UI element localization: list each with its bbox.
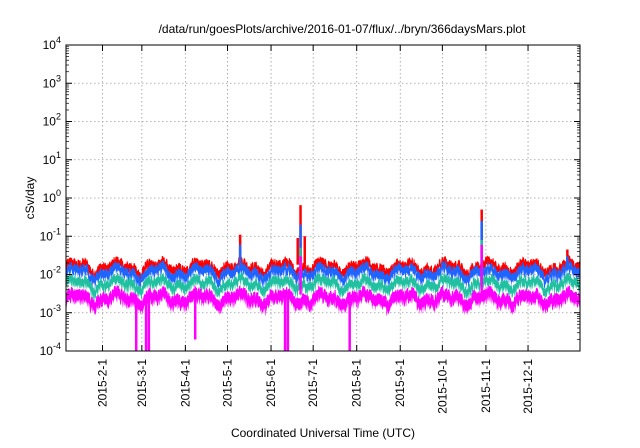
data-series: [65, 205, 581, 351]
x-tick-label: 2015-4-1: [178, 359, 192, 407]
y-tick-label: 104: [43, 35, 61, 52]
y-tick-label: 10-1: [40, 226, 61, 243]
x-tick-label: 2015-9-1: [393, 359, 407, 407]
y-tick-label: 10-3: [40, 303, 61, 320]
x-tick-label: 2015-10-1: [435, 359, 449, 414]
series-band: [66, 285, 580, 317]
x-tick-label: 2015-3-1: [135, 359, 149, 407]
chart-title: /data/run/goesPlots/archive/2016-01-07/f…: [159, 22, 527, 36]
y-axis-label: cSv/day: [23, 177, 37, 220]
x-tick-label: 2015-7-1: [306, 359, 320, 407]
x-axis: 2015-2-1 2015-3-1 2015-4-1 2015-5-1 2015-6-1…: [96, 45, 535, 414]
x-tick-label: 2015-2-1: [96, 359, 110, 407]
y-axis: 10-4 10-3 10-2 10-1 100 101 102 103 104: [40, 35, 580, 358]
x-axis-label: Coordinated Universal Time (UTC): [231, 426, 415, 440]
series-3: [65, 244, 581, 351]
y-tick-label: 103: [43, 73, 61, 90]
series-line: [65, 254, 581, 278]
y-tick-label: 100: [43, 188, 61, 205]
grid: [66, 45, 580, 351]
x-tick-label: 2015-5-1: [221, 359, 235, 407]
series-line: [65, 259, 581, 284]
x-tick-label: 2015-11-1: [479, 359, 493, 413]
y-tick-label: 102: [43, 112, 61, 129]
y-tick-label: 101: [43, 150, 61, 167]
x-tick-label: 2015-6-1: [264, 359, 278, 407]
series-line: [65, 272, 581, 296]
series-band: [66, 261, 580, 290]
series-line: [65, 284, 581, 309]
y-tick-label: 10-4: [40, 341, 61, 358]
y-tick-label: 10-2: [40, 265, 61, 282]
x-tick-label: 2015-8-1: [350, 359, 364, 407]
x-tick-label: 2015-12-1: [521, 359, 535, 414]
